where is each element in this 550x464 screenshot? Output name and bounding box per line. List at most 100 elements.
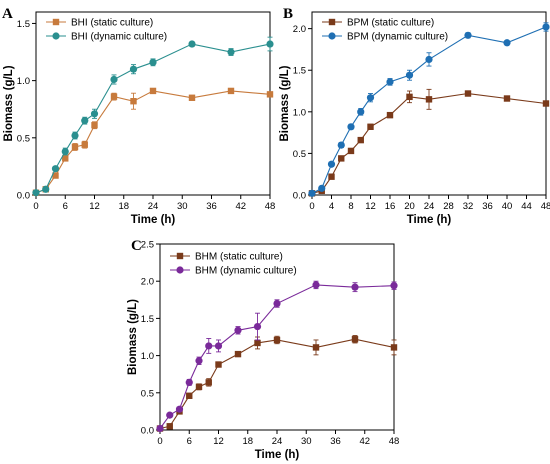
y-tick-label: 0.5 — [17, 133, 30, 144]
x-tick-label: 48 — [541, 201, 550, 212]
y-tick-label: 1.5 — [17, 19, 30, 30]
panel-letter: A — [2, 6, 13, 22]
legend-marker — [328, 32, 336, 40]
y-axis-title: Biomass (g/L) — [127, 299, 139, 375]
data-point — [318, 184, 326, 192]
data-point — [312, 344, 320, 351]
data-point — [464, 90, 472, 97]
x-tick-label: 12 — [89, 201, 100, 212]
data-point — [351, 283, 359, 291]
data-point — [347, 147, 355, 155]
data-point — [266, 91, 274, 98]
data-point — [425, 96, 433, 103]
data-point — [51, 165, 60, 173]
data-point — [234, 326, 242, 334]
data-point — [386, 78, 394, 86]
x-axis-title: Time (h) — [131, 214, 176, 226]
y-tick-label: 0.5 — [141, 388, 154, 399]
x-tick-label: 36 — [206, 201, 217, 212]
chart-panel-a: A 0 6 12 18 24 30 36 42 48 0.0 0.5 1.0 1.5 Time (h) Bio… — [2, 6, 275, 226]
x-tick-label: 18 — [242, 436, 253, 447]
legend-label: BHM (dynamic culture) — [195, 266, 297, 277]
data-point — [351, 336, 359, 343]
x-tick-label: 24 — [272, 436, 283, 447]
data-point — [205, 342, 213, 350]
data-point — [110, 75, 118, 84]
y-tick-label: 2.0 — [141, 277, 154, 288]
data-point — [186, 392, 193, 399]
data-point — [338, 155, 345, 162]
series-1 — [308, 88, 550, 197]
data-point — [390, 282, 398, 290]
data-point — [227, 48, 235, 56]
legend-label: BPM (dynamic culture) — [347, 32, 448, 43]
data-point — [81, 117, 89, 125]
data-point — [149, 87, 157, 95]
y-tick-label: 0.5 — [293, 149, 306, 160]
x-tick-label: 0 — [157, 436, 162, 447]
y-axis-title: Biomass (g/L) — [279, 65, 291, 141]
data-point — [130, 98, 137, 105]
data-point — [185, 378, 193, 386]
chart-panel-b: B0 4 8 12 16 20 24 28 32 36 40 44 480.00.51.01.52.0T… — [279, 6, 550, 226]
data-point — [357, 136, 364, 144]
x-axis-title: Time (h) — [407, 214, 452, 226]
legend-label: BPM (static culture) — [347, 18, 434, 29]
x-tick-label: 0 — [309, 201, 314, 212]
x-tick-label: 44 — [521, 201, 532, 212]
x-tick-label: 6 — [187, 436, 192, 447]
x-tick-label: 30 — [301, 436, 312, 447]
data-point — [328, 173, 335, 180]
y-tick-label: 1.5 — [293, 66, 306, 77]
data-point — [227, 87, 235, 95]
data-point — [61, 147, 69, 156]
data-point — [110, 93, 118, 100]
series-2 — [32, 36, 274, 197]
data-point — [308, 189, 316, 197]
x-tick-label: 24 — [148, 201, 159, 212]
x-tick-label: 12 — [365, 201, 376, 212]
y-tick-label: 2.0 — [293, 24, 306, 35]
y-tick-label: 0.0 — [17, 191, 30, 202]
series-1 — [32, 87, 274, 196]
data-point — [273, 336, 281, 344]
y-tick-label: 0.0 — [141, 426, 154, 437]
series-2 — [308, 22, 550, 197]
y-tick-label: 1.0 — [293, 107, 306, 118]
x-tick-label: 16 — [385, 201, 396, 212]
x-tick-label: 32 — [463, 201, 474, 212]
legend-marker — [328, 18, 336, 26]
data-point — [214, 342, 223, 350]
x-tick-label: 42 — [235, 201, 246, 212]
data-point — [405, 71, 414, 79]
data-point — [464, 31, 472, 39]
data-point — [205, 379, 212, 386]
data-point — [425, 55, 433, 64]
data-point — [195, 357, 203, 365]
data-point — [406, 93, 413, 101]
data-point — [188, 40, 196, 48]
data-point — [215, 361, 222, 368]
data-point — [71, 143, 79, 151]
panel-letter: C — [131, 238, 142, 254]
data-point — [327, 160, 336, 168]
data-point — [90, 110, 99, 118]
x-tick-label: 48 — [389, 436, 400, 447]
data-point — [254, 339, 261, 347]
data-point — [81, 141, 88, 148]
data-point — [71, 131, 79, 140]
chart-panel-c: C 0 6 12 18 24 30 36 42 48 0.0 0.5 1.0 1.5 2.0 2.5 Time … — [127, 238, 399, 461]
legend-label: BHI (static culture) — [71, 18, 153, 29]
data-point — [188, 94, 196, 101]
legend: BPM (static culture) BPM (dynamic culture… — [322, 18, 448, 43]
data-point — [347, 123, 355, 131]
data-point — [367, 123, 374, 130]
data-point — [42, 185, 50, 193]
data-point — [390, 344, 398, 351]
series-line — [311, 26, 547, 194]
data-point — [273, 299, 281, 308]
y-tick-label: 1.0 — [141, 351, 154, 362]
data-point — [52, 172, 59, 179]
x-axis-title: Time (h) — [255, 449, 300, 461]
